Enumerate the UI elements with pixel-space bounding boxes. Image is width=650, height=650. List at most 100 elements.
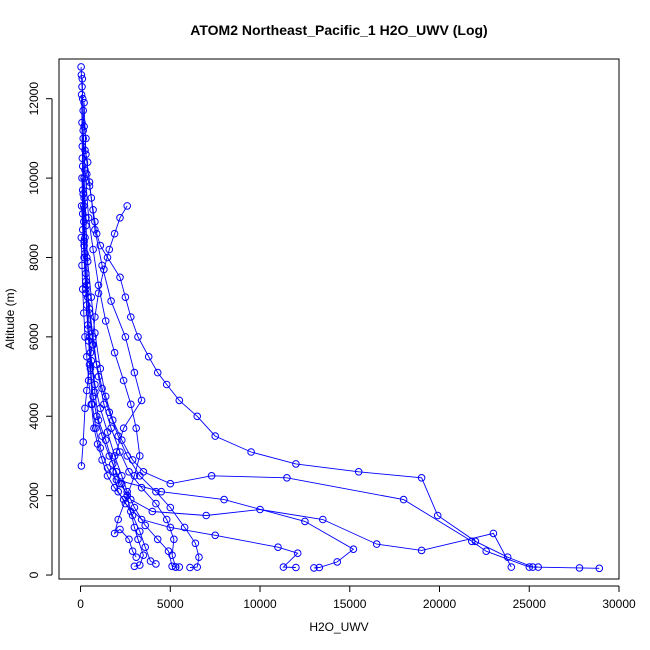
data-point	[81, 166, 89, 174]
data-point	[136, 452, 144, 460]
data-point	[89, 392, 97, 401]
data-point	[175, 563, 184, 571]
data-point	[78, 118, 86, 127]
data-point	[114, 432, 122, 440]
profile-series	[78, 154, 543, 571]
data-point	[116, 525, 124, 534]
data-point	[123, 487, 131, 496]
data-point	[103, 428, 112, 436]
data-point	[123, 452, 131, 460]
data-point	[482, 547, 491, 556]
data-point	[310, 564, 318, 572]
data-point	[207, 472, 216, 480]
data-point	[116, 448, 124, 456]
data-point	[123, 202, 131, 210]
data-point	[202, 511, 210, 520]
x-tick-label: 0	[77, 597, 84, 611]
y-tick-label: 0	[27, 571, 41, 578]
data-point	[354, 468, 363, 476]
data-point	[110, 483, 119, 492]
data-point	[109, 416, 117, 425]
data-point	[170, 535, 178, 544]
data-point	[116, 273, 124, 282]
data-point	[417, 474, 426, 482]
x-tick-label: 20000	[423, 597, 457, 611]
y-axis-label: Altitude (m)	[3, 288, 17, 349]
data-point	[144, 352, 153, 361]
data-point	[417, 546, 426, 555]
data-point	[333, 558, 342, 566]
data-point	[109, 460, 117, 468]
data-point	[94, 281, 103, 290]
data-point	[96, 404, 105, 413]
data-point	[319, 515, 327, 524]
x-tick-label: 25000	[513, 597, 547, 611]
data-point	[107, 297, 115, 305]
data-point	[180, 523, 189, 532]
data-point	[136, 527, 144, 536]
data-point	[283, 474, 291, 482]
profile-series	[78, 118, 358, 572]
data-point	[119, 376, 128, 385]
data-point	[128, 511, 137, 520]
series-layer	[77, 63, 604, 573]
data-point	[83, 281, 91, 290]
data-point	[175, 396, 184, 405]
data-point	[112, 476, 121, 484]
data-point	[119, 424, 128, 433]
data-point	[91, 313, 99, 321]
data-point	[78, 154, 87, 162]
data-point	[80, 217, 88, 226]
data-point	[94, 416, 103, 425]
data-point	[127, 313, 135, 321]
data-point	[103, 472, 112, 480]
data-point	[98, 384, 106, 393]
data-point	[110, 529, 119, 538]
data-point	[157, 487, 166, 496]
profile-series	[79, 126, 144, 562]
data-point	[301, 517, 309, 526]
data-point	[77, 63, 85, 71]
data-point	[489, 529, 498, 538]
data-point	[279, 563, 288, 571]
x-axis: 0 5000 10000 15000 20000 25000 30000	[77, 585, 636, 611]
data-point	[211, 531, 219, 540]
data-point	[292, 563, 300, 572]
data-point	[186, 563, 194, 572]
data-point	[130, 562, 139, 571]
data-point	[110, 229, 119, 238]
data-point	[153, 535, 162, 544]
data-point	[101, 436, 110, 444]
data-point	[81, 333, 89, 341]
data-point	[247, 448, 255, 456]
data-point	[134, 535, 142, 544]
data-point	[141, 543, 149, 552]
data-point	[134, 333, 142, 341]
data-point	[93, 440, 102, 448]
data-point	[101, 317, 110, 325]
profile-series	[77, 63, 604, 573]
x-axis-label: H2O_UWV	[309, 620, 368, 634]
data-point	[83, 253, 91, 262]
data-point	[116, 214, 124, 222]
data-point	[127, 400, 135, 409]
data-point	[103, 464, 112, 472]
y-tick-label: 8000	[27, 244, 41, 271]
y-tick-label: 10000	[27, 161, 41, 195]
data-point	[121, 293, 130, 302]
data-point	[91, 225, 99, 234]
profile-line	[80, 237, 157, 565]
data-point	[80, 174, 88, 182]
data-point	[100, 265, 108, 274]
y-axis: 0 2000 4000 6000 8000 10000 12000	[27, 82, 53, 578]
data-point	[507, 563, 516, 571]
data-point	[168, 562, 176, 571]
chart-title: ATOM2 Northeast_Pacific_1 H2O_UWV (Log)	[190, 22, 487, 38]
data-point	[152, 499, 160, 508]
data-point	[77, 462, 86, 470]
data-point	[132, 553, 140, 562]
data-point	[162, 380, 171, 389]
data-point	[78, 225, 87, 234]
data-point	[85, 360, 94, 369]
